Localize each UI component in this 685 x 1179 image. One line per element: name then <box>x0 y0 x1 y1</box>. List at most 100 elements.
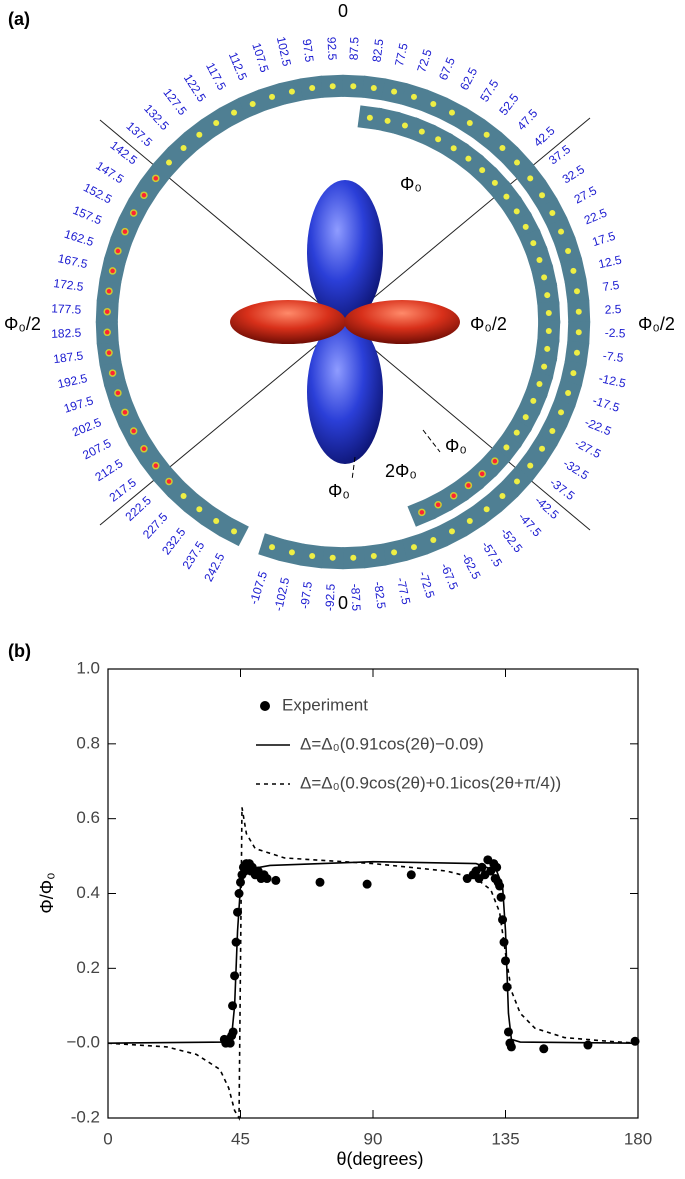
data-point <box>271 875 281 885</box>
angle-label: -22.5 <box>583 415 614 439</box>
divider <box>351 456 356 481</box>
flux-label: Φ₀ <box>400 174 422 194</box>
angle-label: -52.5 <box>498 525 526 555</box>
sample-spot <box>565 248 572 255</box>
angle-label: -77.5 <box>394 576 414 606</box>
angle-label: 77.5 <box>392 41 411 67</box>
sample-spot <box>152 461 160 470</box>
data-point <box>362 879 372 889</box>
sample-spot <box>114 247 122 255</box>
y-tick-label: 0.4 <box>76 883 100 902</box>
y-tick-label: 1.0 <box>76 658 100 677</box>
angle-label: -62.5 <box>459 551 484 582</box>
data-point <box>406 870 416 880</box>
panel-b: (b) θ(degrees) Φ/Φ₀ -0.2 −0.0 0.2 0.4 0.6 0.8… <box>8 641 652 1169</box>
sample-spot <box>370 552 377 559</box>
angle-label: 212.5 <box>92 456 125 484</box>
sample-spot <box>196 131 203 138</box>
angle-label: 207.5 <box>80 436 113 462</box>
angle-label: 237.5 <box>179 538 207 571</box>
sample-spot <box>545 327 552 334</box>
angle-label: 152.5 <box>81 180 114 206</box>
sample-spot <box>430 537 437 544</box>
sample-spot <box>269 544 276 551</box>
data-point <box>315 877 325 887</box>
sample-spot <box>249 100 256 107</box>
angle-label: -42.5 <box>532 493 562 522</box>
sample-spot <box>140 445 148 453</box>
data-point <box>228 1027 238 1037</box>
sample-spot <box>464 481 473 490</box>
angle-label: 222.5 <box>122 493 154 524</box>
sample-spot <box>539 192 546 199</box>
sample-spot <box>418 128 425 135</box>
legend-marker <box>260 701 270 711</box>
y-axis-label: Φ/Φ₀ <box>37 872 57 913</box>
sample-spot <box>527 175 534 182</box>
angle-label: 182.5 <box>51 326 82 341</box>
sample-spot <box>410 544 417 551</box>
y-tick-label: -0.2 <box>71 1107 100 1126</box>
divider <box>422 429 441 453</box>
panel-label: (b) <box>8 641 31 661</box>
sample-spot <box>536 257 543 264</box>
sample-spot <box>573 349 580 356</box>
angle-label: 47.5 <box>514 106 540 133</box>
sample-spot <box>503 193 510 200</box>
sample-spot <box>466 119 473 126</box>
flux-label: Φ₀/2 <box>4 314 41 334</box>
data-point <box>262 874 272 884</box>
sample-spot <box>478 470 486 478</box>
sample-spot <box>384 117 391 124</box>
lobe <box>307 320 383 464</box>
angle-label: 202.5 <box>70 415 103 440</box>
sample-spot <box>370 85 377 92</box>
sample-spot <box>288 549 295 556</box>
angle-label: 147.5 <box>93 158 126 186</box>
x-tick-label: 45 <box>231 1129 250 1148</box>
sample-spot <box>522 223 529 230</box>
x-tick-label: 135 <box>491 1129 519 1148</box>
sample-spot <box>513 478 520 485</box>
angle-label: 192.5 <box>56 371 89 391</box>
angle-label: 177.5 <box>51 301 82 316</box>
legend-label: Δ=Δ₀(0.9cos(2θ)+0.1icos(2θ+π/4)) <box>300 773 561 792</box>
y-tick-label: 0.6 <box>76 808 100 827</box>
sample-spot <box>541 363 548 370</box>
angle-label: 162.5 <box>63 227 96 249</box>
angle-label: 107.5 <box>249 41 271 74</box>
angle-label: 102.5 <box>274 35 294 68</box>
sample-spot <box>435 136 442 143</box>
sample-spot <box>549 427 556 434</box>
flux-label: Φ₀/2 <box>638 314 675 334</box>
angle-label: -2.5 <box>604 326 626 341</box>
angle-label: -37.5 <box>547 475 577 503</box>
angle-label: 12.5 <box>597 253 623 272</box>
angle-label: 97.5 <box>300 38 317 63</box>
sample-spot <box>570 267 577 274</box>
angle-label: 82.5 <box>369 38 386 63</box>
angle-label: -17.5 <box>591 393 622 415</box>
sample-spot <box>114 389 122 397</box>
sample-spot <box>180 145 187 152</box>
angle-label: 72.5 <box>414 47 434 74</box>
data-point <box>233 907 243 917</box>
angle-label: 7.5 <box>602 278 621 294</box>
sample-spot <box>231 528 238 535</box>
angle-label: -102.5 <box>271 576 292 613</box>
angle-label: 232.5 <box>159 525 189 558</box>
panel-a: (a) 0 0 Φ₀/2 Φ₀/2 Φ₀/2 Φ₀ Φ₀ 2Φ₀ Φ₀ 242.… <box>4 1 675 613</box>
sample-spot <box>108 267 117 275</box>
sample-spot <box>434 500 442 509</box>
angle-label: 22.5 <box>582 205 609 227</box>
angle-label: 197.5 <box>62 393 95 415</box>
sample-spot <box>391 549 398 556</box>
line-series <box>107 860 639 1044</box>
sample-spot <box>410 93 417 100</box>
sample-spot <box>558 409 565 416</box>
angle-label: 37.5 <box>546 142 573 168</box>
angle-label: 92.5 <box>324 37 339 61</box>
data-point <box>231 937 241 947</box>
y-tick-label: 0.2 <box>76 958 100 977</box>
sample-spot <box>573 288 580 295</box>
